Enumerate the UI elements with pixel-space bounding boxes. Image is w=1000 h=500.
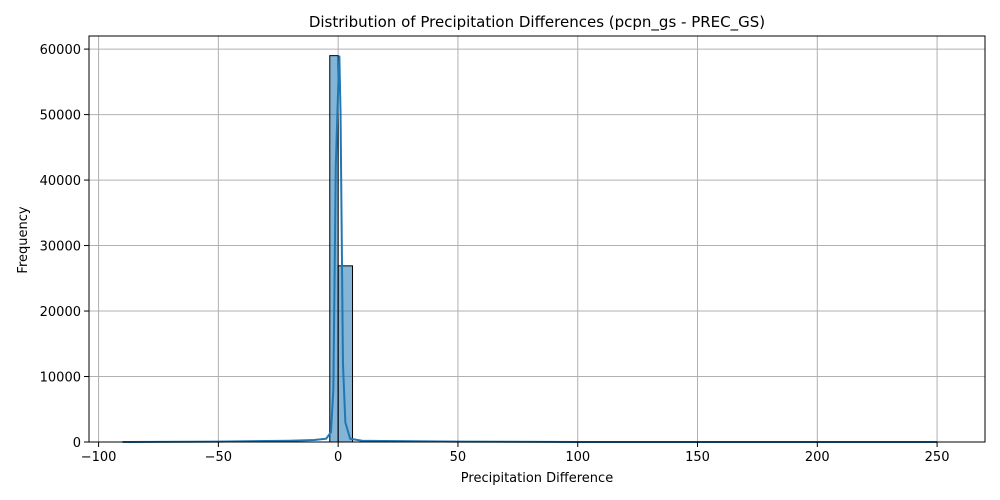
axis-ticks: −100 −50 0 50 100 150 200 250 0 10000 20000 30000 40… [40,43,950,465]
x-tick-label: 100 [565,450,590,465]
plot-frame [88,35,986,443]
y-tick-label: 30000 [40,240,81,255]
y-tick-label: 20000 [40,305,81,320]
x-tick-label: 150 [685,450,710,465]
y-tick-label: 40000 [40,174,81,189]
x-tick-label: −100 [81,450,117,465]
x-axis-label: Precipitation Difference [461,471,613,486]
y-tick-label: 50000 [40,109,81,124]
x-tick-label: 200 [805,450,830,465]
y-tick-label: 60000 [40,43,81,58]
grid-lines [89,36,985,443]
y-tick-label: 10000 [40,371,81,386]
x-tick-label: 50 [450,450,467,465]
x-tick-label: −50 [205,450,232,465]
y-tick-label: 0 [73,436,81,451]
x-tick-label: 0 [334,450,342,465]
y-axis-label: Frequency [16,206,31,273]
chart-title: Distribution of Precipitation Difference… [309,13,765,32]
x-tick-label: 250 [925,450,950,465]
